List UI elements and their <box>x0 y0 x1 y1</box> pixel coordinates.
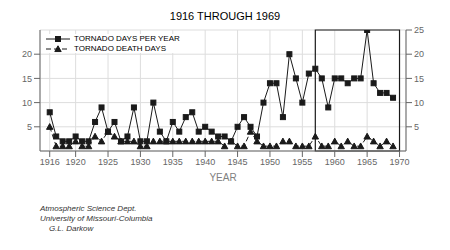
svg-text:20: 20 <box>414 49 424 59</box>
svg-text:1930: 1930 <box>130 157 150 167</box>
svg-text:1965: 1965 <box>357 157 377 167</box>
svg-text:20: 20 <box>22 49 32 59</box>
svg-text:1955: 1955 <box>292 157 312 167</box>
svg-text:1950: 1950 <box>260 157 280 167</box>
html-text:TORNADO DAYS PER YEAR: TORNADO DAYS PER YEAR <box>74 34 180 43</box>
svg-text:1940: 1940 <box>195 157 215 167</box>
svg-text:10: 10 <box>22 98 32 108</box>
html-text:TORNADO DEATH DAYS: TORNADO DEATH DAYS <box>74 44 166 53</box>
svg-text:25: 25 <box>414 25 424 35</box>
svg-text:1925: 1925 <box>98 157 118 167</box>
svg-text:15: 15 <box>22 74 32 84</box>
svg-text:1916: 1916 <box>40 157 60 167</box>
html-text:1916 THROUGH 1969: 1916 THROUGH 1969 <box>169 10 281 22</box>
svg-text:1945: 1945 <box>228 157 248 167</box>
html-text:Atmospheric Science Dept. Univ: Atmospheric Science Dept. University of … <box>40 204 153 233</box>
svg-text:15: 15 <box>414 74 424 84</box>
svg-text:1935: 1935 <box>163 157 183 167</box>
svg-text:10: 10 <box>414 98 424 108</box>
svg-text:5: 5 <box>27 122 32 132</box>
svg-text:YEAR: YEAR <box>209 172 236 183</box>
svg-text:1960: 1960 <box>325 157 345 167</box>
svg-text:5: 5 <box>414 122 419 132</box>
svg-text:1920: 1920 <box>66 157 86 167</box>
svg-text:1970: 1970 <box>390 157 410 167</box>
